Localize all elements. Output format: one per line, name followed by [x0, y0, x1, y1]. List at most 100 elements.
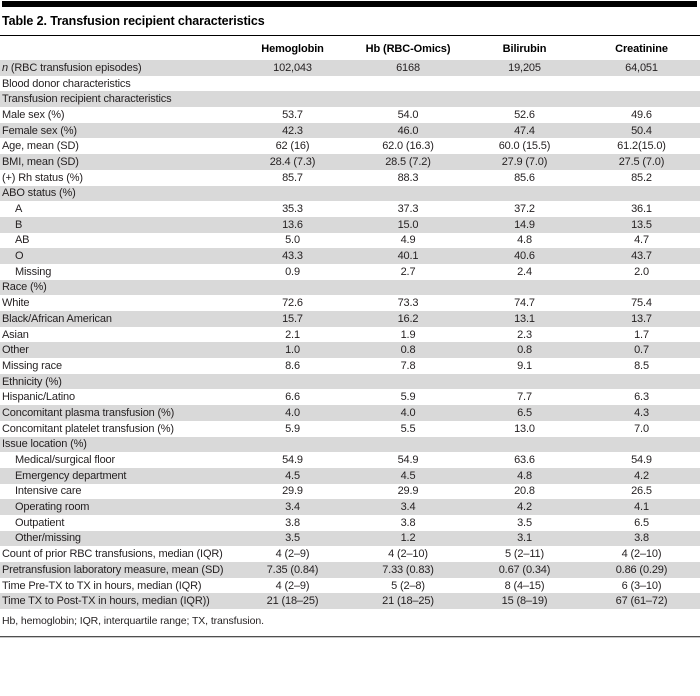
cell-value: 7.7 [517, 391, 532, 404]
cell-value: 8.5 [634, 359, 649, 372]
cell-value [466, 374, 583, 390]
cell-value: 8 (4–15) [504, 579, 545, 592]
cell-value: 5.0 [285, 234, 300, 247]
cell-value: 13.5 [631, 218, 652, 231]
cell-value: 8.6 [285, 359, 300, 372]
cell-value: 75.4 [631, 297, 652, 310]
table-row: O 43.3 40.1 40.6 43.7 [0, 248, 700, 264]
row-label: Count of prior RBC transfusions, median … [2, 548, 223, 561]
row-label: Intensive care [15, 485, 82, 498]
cell-value [350, 91, 466, 107]
cell-value: 1.2 [400, 532, 416, 545]
cell-value: 2.0 [634, 265, 649, 278]
cell-value: 4.3 [634, 406, 649, 419]
cell-value: 2.3 [517, 328, 532, 341]
row-label: Female sex (%) [2, 124, 77, 137]
cell-value: 6.6 [285, 391, 300, 404]
table-row: Transfusion recipient characteristics [0, 91, 700, 108]
table-row: Time Pre-TX to TX in hours, median (IQR)… [0, 578, 700, 594]
cell-value: 4 (2–9) [275, 579, 310, 592]
cell-value: 4 (2–10) [388, 548, 428, 561]
table-row: Operating room 3.4 3.4 4.2 4.1 [0, 499, 700, 515]
cell-value: 85.7 [282, 171, 303, 184]
cell-value [583, 374, 700, 390]
cell-value: 20.8 [514, 485, 535, 498]
cell-value: 85.2 [631, 171, 652, 184]
table-row: Asian 2.1 1.9 2.3 1.7 [0, 327, 700, 343]
cell-value: 0.8 [400, 344, 416, 357]
cell-value [350, 186, 466, 202]
cell-value: 1.9 [400, 328, 416, 341]
cell-value: 5 (2–8) [391, 579, 425, 592]
row-label: Race (%) [2, 281, 47, 294]
cell-value: 49.6 [631, 108, 652, 121]
table-row: Ethnicity (%) [0, 373, 700, 390]
header-row: Hemoglobin Hb (RBC-Omics) Bilirubin Creatin… [0, 36, 700, 60]
table-title: Table 2. Transfusion recipient character… [0, 7, 700, 36]
row-label: Concomitant platelet transfusion (%) [2, 422, 174, 435]
cell-value: 5 (2–11) [505, 548, 544, 561]
cell-value [583, 76, 700, 92]
cell-value: 4.8 [517, 469, 532, 482]
row-label: Other [2, 344, 29, 357]
cell-value: 9.1 [517, 359, 532, 372]
cell-value [466, 280, 583, 296]
cell-value: 4.8 [517, 234, 532, 247]
cell-value: 7.33 (0.83) [382, 563, 434, 576]
cell-value: 0.67 (0.34) [498, 563, 551, 576]
cell-value: 6.3 [634, 391, 649, 404]
cell-value: 13.0 [514, 422, 535, 435]
row-label: White [2, 297, 30, 310]
cell-value: 4 (2–9) [275, 548, 310, 561]
cell-value: 72.6 [282, 297, 303, 310]
cell-value: 6.5 [517, 406, 532, 419]
row-label: Time Pre-TX to TX in hours, median (IQR) [2, 579, 202, 592]
cell-value: 13.1 [514, 312, 535, 325]
cell-value: 15.0 [397, 218, 419, 231]
cell-value [235, 91, 350, 107]
column-header: Bilirubin [502, 43, 547, 55]
cell-value [466, 76, 583, 92]
table-footnote: Hb, hemoglobin; IQR, interquartile range… [2, 615, 264, 628]
cell-value [350, 437, 466, 453]
cell-value: 3.1 [517, 532, 532, 545]
table-row: Hispanic/Latino 6.6 5.9 7.7 6.3 [0, 389, 700, 405]
table-row: Time TX to Post-TX in hours, median (IQR… [0, 593, 700, 610]
cell-value: 4 (2–10) [621, 548, 662, 561]
table-row: Other/missing 3.5 1.2 3.1 3.8 [0, 530, 700, 547]
cell-value: 7.35 (0.84) [266, 563, 319, 576]
italic-variable: n [2, 61, 8, 74]
cell-value: 1.0 [285, 344, 300, 357]
cell-value: 40.6 [514, 250, 535, 263]
table-row: ABO status (%) [0, 185, 700, 202]
row-label: O [15, 250, 24, 263]
cell-value: 3.4 [400, 501, 416, 514]
row-label: Asian [2, 328, 29, 341]
table-row: Blood donor characteristics [0, 76, 700, 92]
cell-value: 3.4 [285, 501, 300, 514]
cell-value: 64,051 [625, 61, 658, 74]
cell-value: 37.3 [397, 203, 419, 216]
cell-value: 0.8 [517, 344, 532, 357]
cell-value: 3.8 [634, 532, 649, 545]
cell-value [583, 186, 700, 202]
cell-value [466, 91, 583, 107]
cell-value: 7.8 [400, 359, 416, 372]
table-row: Issue location (%) [0, 436, 700, 453]
cell-value: 47.4 [514, 124, 535, 137]
cell-value: 43.3 [282, 250, 303, 263]
row-label: BMI, mean (SD) [2, 155, 79, 168]
cell-value: 27.9 (7.0) [501, 155, 548, 168]
table-row: Female sex (%) 42.3 46.0 47.4 50.4 [0, 122, 700, 139]
cell-value: 15.7 [282, 312, 303, 325]
row-label: n (RBC transfusion episodes) [2, 61, 142, 74]
cell-value: 4.5 [285, 469, 300, 482]
cell-value [583, 280, 700, 296]
cell-value: 2.7 [400, 265, 416, 278]
cell-value: 13.7 [631, 312, 652, 325]
cell-value: 28.4 (7.3) [269, 155, 316, 168]
cell-value: 26.5 [631, 485, 652, 498]
cell-value: 61.2(15.0) [617, 140, 666, 153]
table-row: AB 5.0 4.9 4.8 4.7 [0, 233, 700, 249]
row-label: B [15, 218, 23, 231]
